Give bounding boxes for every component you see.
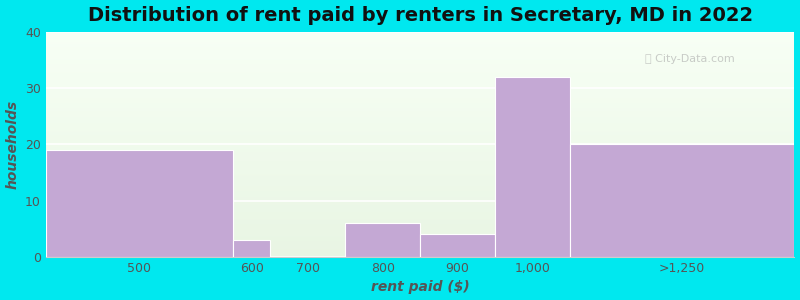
Text: ⓘ City-Data.com: ⓘ City-Data.com: [645, 54, 734, 64]
Title: Distribution of rent paid by renters in Secretary, MD in 2022: Distribution of rent paid by renters in …: [87, 6, 753, 25]
Bar: [233, 240, 270, 257]
Bar: [420, 235, 495, 257]
X-axis label: rent paid ($): rent paid ($): [370, 280, 470, 294]
Bar: [570, 144, 794, 257]
Bar: [495, 77, 570, 257]
Y-axis label: households: households: [6, 100, 19, 189]
Bar: [346, 223, 420, 257]
Bar: [46, 150, 233, 257]
